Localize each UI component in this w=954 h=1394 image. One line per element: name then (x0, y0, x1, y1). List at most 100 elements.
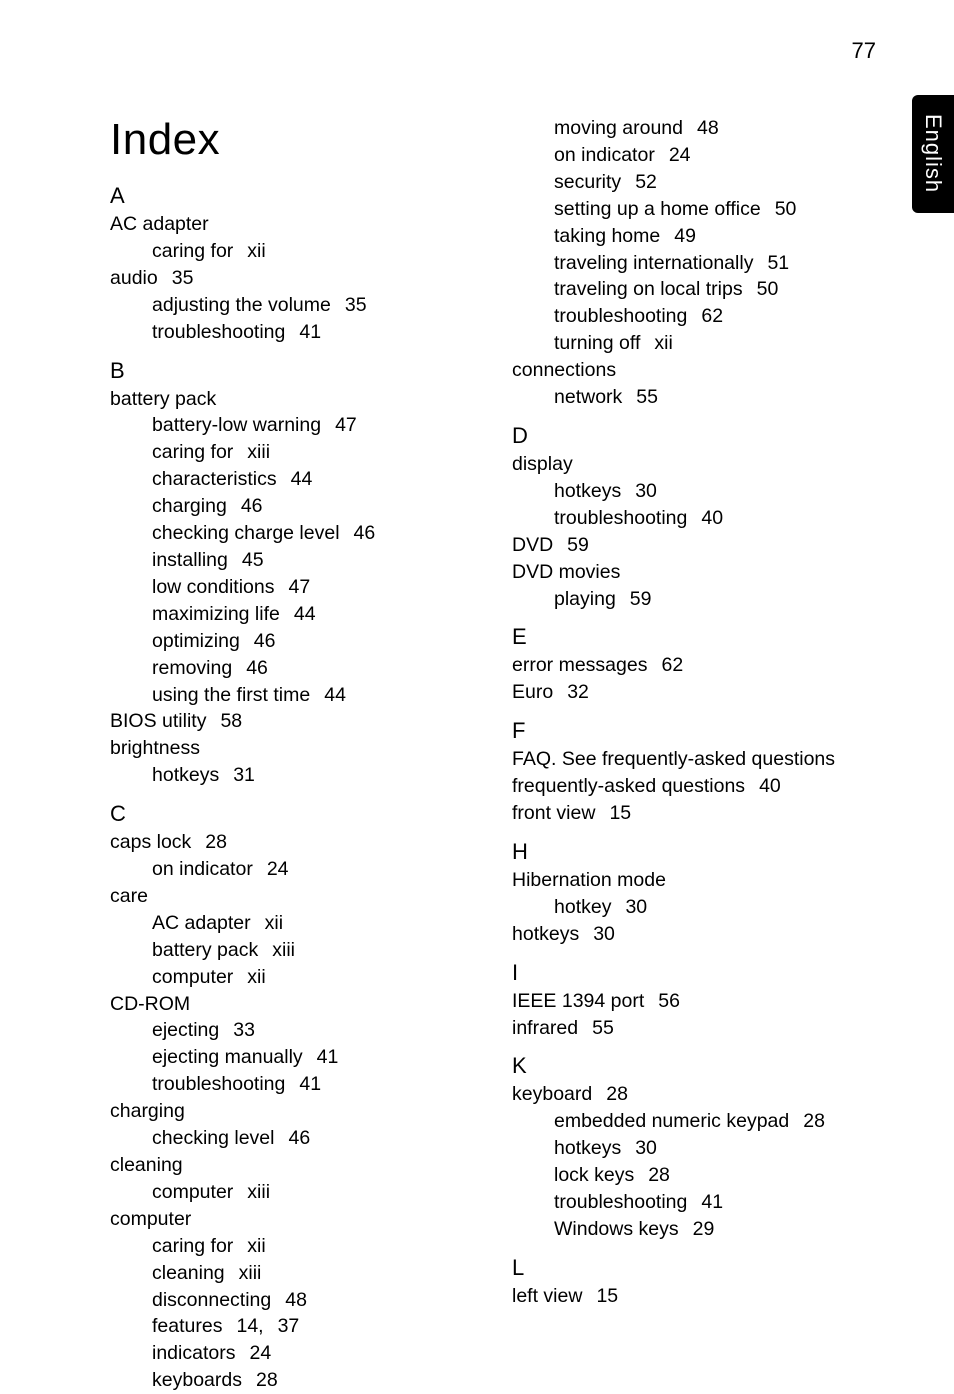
index-entry: CD-ROM (110, 991, 478, 1018)
index-entry-label: infrared (512, 1017, 578, 1039)
index-entry-label: left view (512, 1285, 582, 1307)
language-tab: English (912, 95, 954, 213)
index-letter: K (512, 1053, 880, 1079)
index-page-ref: 28 (205, 831, 227, 853)
index-entry: audio35 (110, 265, 478, 292)
index-subentry-label: on indicator (554, 144, 655, 166)
index-subentry: on indicator24 (110, 856, 478, 883)
index-entry-label: caps lock (110, 831, 191, 853)
index-subentry: ejecting manually41 (110, 1044, 478, 1071)
index-subentry-label: Windows keys (554, 1218, 679, 1240)
index-entry: IEEE 1394 port56 (512, 988, 880, 1015)
index-page-ref: 48 (285, 1289, 307, 1311)
index-entry: Euro32 (512, 679, 880, 706)
index-subentry: low conditions47 (110, 574, 478, 601)
index-entry: brightness (110, 735, 478, 762)
index-subentry: checking charge level46 (110, 520, 478, 547)
index-entry: front view15 (512, 800, 880, 827)
index-page-ref: 58 (220, 710, 242, 732)
index-subentry: playing 59 (512, 586, 880, 613)
index-entry-label: Euro (512, 681, 553, 703)
index-subentry-label: charging (152, 495, 227, 517)
index-page-ref: xii (265, 912, 283, 934)
index-subentry-label: playing (554, 588, 616, 610)
index-subentry: security52 (512, 169, 880, 196)
index-subentry: hotkeys31 (110, 762, 478, 789)
index-subentry-label: troubleshooting (554, 305, 687, 327)
index-page-ref: 15 (609, 802, 631, 824)
index-subentry: taking home49 (512, 223, 880, 250)
index-subentry-label: ejecting (152, 1019, 219, 1041)
index-content: Index AAC adaptercaring forxiiaudio35adj… (110, 115, 880, 1394)
index-subentry: computerxiii (110, 1179, 478, 1206)
index-subentry: troubleshooting40 (512, 505, 880, 532)
index-subentry: troubleshooting62 (512, 303, 880, 330)
index-page-ref: 41 (299, 1073, 321, 1095)
index-entry: care (110, 883, 478, 910)
index-subentry: charging46 (110, 493, 478, 520)
index-subentry-label: lock keys (554, 1164, 634, 1186)
index-page-ref: 47 (335, 414, 357, 436)
index-entry-label: frequently-asked questions (512, 775, 745, 797)
index-page-ref: xiii (239, 1262, 262, 1284)
index-subentry: using the first time44 (110, 682, 478, 709)
index-subentry-label: checking charge level (152, 522, 340, 544)
index-subentry: troubleshooting41 (512, 1189, 880, 1216)
index-subentry: setting up a home office 50 (512, 196, 880, 223)
index-page-ref: 59 (630, 588, 652, 610)
index-page-ref: 28 (256, 1369, 278, 1391)
index-subentry-label: using the first time (152, 684, 310, 706)
index-page-ref: 30 (625, 896, 647, 918)
index-subentry: network55 (512, 384, 880, 411)
index-page-ref: xiii (272, 939, 295, 961)
index-heading: Index (110, 115, 478, 165)
index-subentry-label: caring for (152, 1235, 233, 1257)
index-subentry: hotkey 30 (512, 894, 880, 921)
index-subentry-label: on indicator (152, 858, 253, 880)
index-subentry-label: hotkey (554, 896, 611, 918)
index-subentry-label: features (152, 1315, 222, 1337)
index-subentry-label: traveling internationally (554, 252, 753, 274)
left-column: Index AAC adaptercaring forxiiaudio35adj… (110, 115, 478, 1394)
index-subentry-label: caring for (152, 240, 233, 262)
index-subentry: features14,37 (110, 1313, 478, 1340)
index-page-ref: 46 (254, 630, 276, 652)
index-page-ref: 46 (288, 1127, 310, 1149)
index-subentry-label: disconnecting (152, 1289, 271, 1311)
index-page-ref: xii (247, 966, 265, 988)
index-subentry-label: adjusting the volume (152, 294, 331, 316)
index-subentry: indicators24 (110, 1340, 478, 1367)
index-subentry-label: ejecting manually (152, 1046, 303, 1068)
index-letter: E (512, 624, 880, 650)
index-page-ref: 28 (648, 1164, 670, 1186)
index-subentry-label: hotkeys (554, 1137, 621, 1159)
index-page-ref: 41 (299, 321, 321, 343)
index-page-ref: 44 (294, 603, 316, 625)
index-subentry: hotkeys30 (512, 1135, 880, 1162)
index-page-ref: 44 (291, 468, 313, 490)
index-subentry: moving around48 (512, 115, 880, 142)
index-subentry: caring forxiii (110, 439, 478, 466)
index-page-ref: 28 (803, 1110, 825, 1132)
right-column: moving around48on indicator24security52s… (512, 115, 880, 1394)
index-subentry-label: cleaning (152, 1262, 225, 1284)
index-page-ref: 33 (233, 1019, 255, 1041)
index-subentry: Windows keys29 (512, 1216, 880, 1243)
index-entry: DVD movies (512, 559, 880, 586)
index-subentry: troubleshooting41 (110, 1071, 478, 1098)
index-page-ref: 56 (658, 990, 680, 1012)
index-entry: left view15 (512, 1283, 880, 1310)
index-page-ref: 41 (701, 1191, 723, 1213)
index-page-ref: xiii (247, 441, 270, 463)
index-subentry-label: setting up a home office (554, 198, 761, 220)
index-subentry-label: removing (152, 657, 232, 679)
index-subentry: keyboards28 (110, 1367, 478, 1394)
index-page-ref: 62 (661, 654, 683, 676)
index-page-ref: 50 (775, 198, 797, 220)
index-entry: Hibernation mode (512, 867, 880, 894)
index-subentry-label: checking level (152, 1127, 274, 1149)
index-page-ref: 55 (636, 386, 658, 408)
index-subentry-label: characteristics (152, 468, 277, 490)
index-subentry: optimizing46 (110, 628, 478, 655)
index-subentry: checking level 46 (110, 1125, 478, 1152)
